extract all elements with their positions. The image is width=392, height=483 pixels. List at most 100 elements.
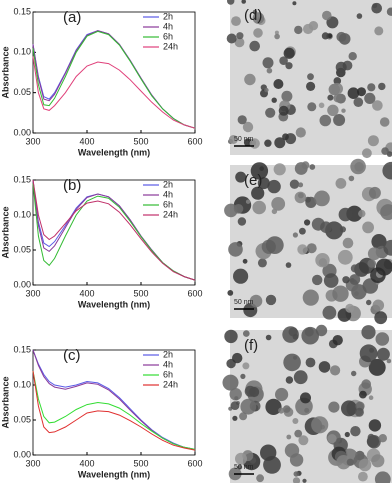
particle	[244, 73, 256, 86]
particle	[229, 388, 242, 401]
particle	[335, 178, 347, 189]
particle	[245, 199, 251, 204]
particle	[333, 114, 346, 126]
particle	[328, 401, 340, 413]
legend-label: 2h	[163, 11, 173, 21]
particle	[244, 385, 256, 397]
particle	[368, 186, 381, 199]
particle	[240, 373, 246, 379]
legend-label: 4h	[163, 189, 173, 199]
particle	[319, 114, 332, 127]
particle	[350, 158, 366, 175]
particle	[264, 87, 269, 93]
particle	[362, 148, 372, 159]
particle	[367, 83, 376, 92]
particle	[379, 117, 390, 127]
particle	[292, 1, 297, 6]
x-tick-label: 600	[187, 288, 202, 298]
particle	[235, 171, 247, 183]
particle	[299, 227, 306, 235]
particle	[350, 264, 359, 273]
particle	[380, 204, 392, 221]
particle	[376, 347, 390, 361]
legend-label: 2h	[163, 349, 173, 359]
particle	[378, 434, 387, 443]
particle	[386, 7, 392, 16]
particle	[309, 164, 316, 170]
particle	[351, 370, 357, 377]
particle	[367, 247, 381, 261]
x-tick-label: 400	[79, 136, 94, 146]
particle	[233, 268, 249, 284]
particle	[230, 401, 240, 410]
particle	[243, 330, 250, 337]
particle	[274, 30, 279, 35]
particle	[235, 452, 247, 465]
scale-label: 50 nm	[234, 299, 254, 306]
particle	[333, 93, 343, 103]
x-tick-label: 300	[25, 458, 40, 468]
particle	[332, 335, 343, 346]
particle	[257, 258, 267, 268]
particle	[284, 443, 300, 458]
particle	[294, 191, 307, 204]
particle	[327, 104, 339, 117]
particle	[307, 73, 314, 81]
particle	[386, 358, 392, 364]
particle	[265, 294, 277, 306]
particle	[292, 232, 298, 238]
particle	[306, 81, 316, 91]
particle	[286, 434, 292, 440]
particle	[371, 234, 387, 250]
particle	[239, 412, 248, 421]
particle	[366, 299, 372, 306]
particle	[367, 135, 379, 147]
particle	[273, 79, 284, 89]
particle	[345, 303, 355, 313]
x-axis-label: Wavelength (nm)	[78, 147, 150, 157]
particle	[350, 426, 361, 437]
image-label: (d)	[244, 7, 262, 24]
particle	[318, 102, 325, 109]
scale-label: 50 nm	[234, 464, 254, 471]
panel-label: (a)	[63, 9, 81, 26]
particle	[371, 454, 385, 468]
particle	[265, 398, 282, 415]
particle	[271, 97, 277, 103]
particle	[228, 135, 238, 144]
particle	[322, 10, 332, 21]
x-axis-label: Wavelength (nm)	[78, 469, 150, 479]
particle	[341, 108, 346, 113]
line-series	[32, 370, 196, 451]
particle	[375, 258, 392, 276]
particle	[267, 179, 281, 194]
particle	[367, 435, 381, 449]
particle	[368, 395, 374, 401]
particle	[298, 435, 309, 446]
particle	[306, 243, 317, 254]
particle	[242, 258, 248, 264]
y-tick-label: 0.10	[13, 379, 31, 389]
particle	[236, 32, 244, 40]
particle	[301, 326, 320, 345]
particle	[285, 376, 294, 384]
particle	[271, 197, 286, 211]
particle	[271, 208, 278, 215]
particle	[375, 332, 390, 346]
y-tick-label: 0.10	[13, 209, 31, 219]
image-label: (f)	[244, 337, 258, 354]
particle	[226, 33, 237, 44]
y-tick-label: 0.05	[13, 87, 31, 97]
legend-label: 6h	[163, 199, 173, 209]
plot-frame	[32, 11, 196, 134]
particle	[265, 334, 272, 341]
particle	[347, 87, 360, 99]
particle	[264, 139, 272, 147]
particle	[285, 62, 293, 70]
particle	[371, 2, 383, 14]
particle	[249, 294, 263, 308]
y-tick-label: 0.00	[13, 127, 31, 137]
particle	[321, 32, 329, 40]
particle	[275, 387, 289, 402]
particle	[378, 82, 386, 91]
